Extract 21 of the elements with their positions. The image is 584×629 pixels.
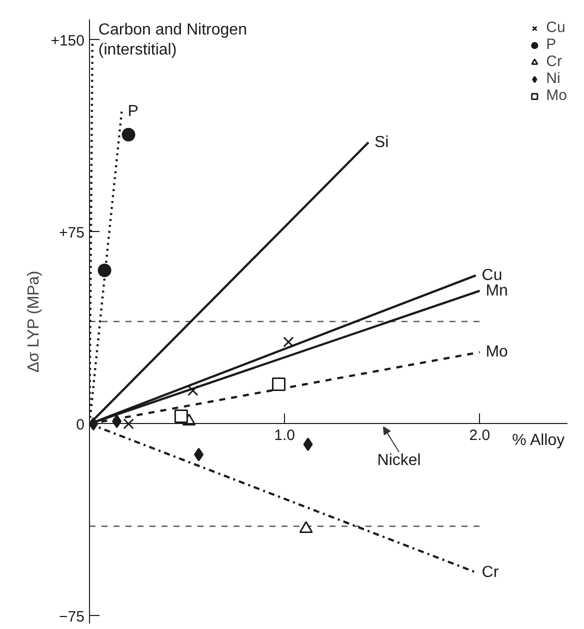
series-label: Carbon and Nitrogen (interstitial) <box>98 21 247 59</box>
series-label: Cu <box>482 266 502 284</box>
legend-label: P <box>546 36 558 53</box>
y-tick-label: +150 <box>50 32 85 50</box>
x-tick-label: 1.0 <box>274 426 296 444</box>
legend-label: Cu <box>546 19 566 36</box>
legend-label: Cr <box>546 53 563 70</box>
legend-label: Mo <box>546 87 567 104</box>
y-tick-label: 0 <box>76 416 84 434</box>
x-tick-label: 2.0 <box>469 426 490 444</box>
x-axis-title: % Alloy <box>512 432 565 449</box>
legend-label: Ni <box>546 70 562 87</box>
y-tick-label: +75 <box>59 224 85 242</box>
series-label: Mo <box>486 344 508 361</box>
y-tick-label: −75 <box>59 608 85 626</box>
series-label: Si <box>374 134 389 151</box>
series-label: Cr <box>482 564 500 581</box>
series-label: Mn <box>486 282 508 300</box>
y-axis-title: Δσ LYP (MPa) <box>26 270 43 373</box>
annotation: Nickel <box>377 452 421 470</box>
series-label: P <box>128 103 138 120</box>
